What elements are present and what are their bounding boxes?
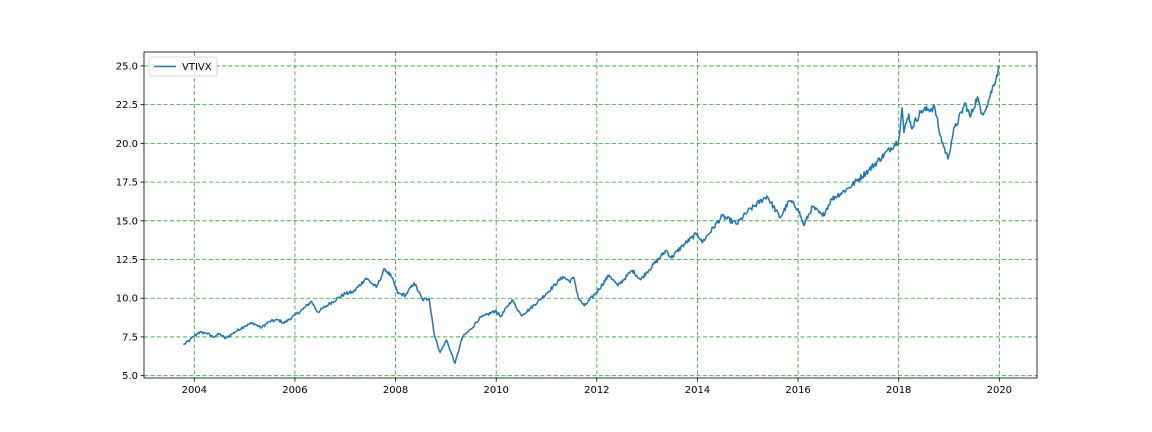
y-tick-label: 10.0 (116, 294, 138, 305)
y-tick-label: 12.5 (116, 255, 138, 266)
legend: VTIVX (148, 56, 218, 77)
x-tick-label: 2014 (685, 385, 710, 396)
x-tick-label: 2016 (785, 385, 810, 396)
x-tick-label: 2012 (584, 385, 609, 396)
grid-lines (144, 52, 1037, 378)
y-tick-label: 17.5 (116, 178, 138, 189)
data-series (182, 66, 1000, 365)
x-axis: 2004 2006 2008 2010 2012 2014 2016 2018 2020 (182, 378, 1012, 396)
y-tick-label: 22.5 (116, 100, 138, 111)
x-tick-label: 2008 (383, 385, 408, 396)
x-tick-label: 2006 (282, 385, 307, 396)
series-line-vtivx (182, 66, 1000, 365)
x-tick-label: 2020 (987, 385, 1012, 396)
legend-label: VTIVX (182, 62, 212, 73)
x-tick-label: 2004 (182, 385, 207, 396)
legend-box (148, 56, 218, 77)
plot-frame (143, 51, 1038, 379)
y-tick-label: 7.5 (122, 332, 138, 343)
y-axis: 5.0 7.5 10.0 12.5 15.0 17.5 20.0 22.5 25.0 (116, 61, 144, 382)
plot-area (144, 52, 1037, 378)
y-tick-label: 20.0 (116, 139, 138, 150)
x-tick-label: 2018 (886, 385, 911, 396)
y-tick-label: 25.0 (116, 61, 138, 72)
y-tick-label: 5.0 (122, 371, 138, 382)
x-tick-label: 2010 (483, 385, 508, 396)
y-tick-label: 15.0 (116, 216, 138, 227)
